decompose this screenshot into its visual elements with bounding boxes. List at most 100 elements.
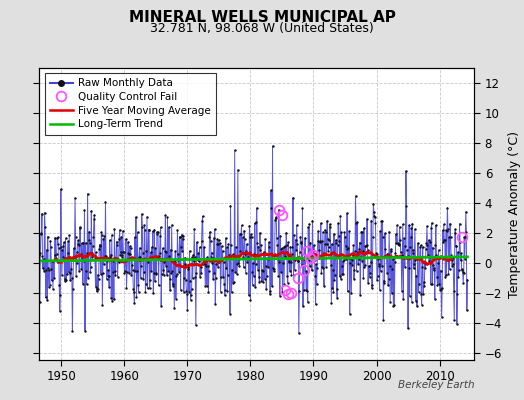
Point	[305, 263, 314, 269]
Point	[96, 270, 105, 277]
Point	[434, 247, 443, 253]
Point	[447, 257, 456, 263]
Point	[377, 218, 386, 224]
Point	[418, 264, 427, 270]
Point	[121, 258, 129, 264]
Point	[286, 268, 294, 274]
Point	[328, 285, 336, 291]
Point	[205, 234, 214, 240]
Point	[245, 222, 254, 229]
Point	[70, 245, 78, 252]
Point	[135, 254, 143, 260]
Point	[462, 208, 470, 215]
Point	[78, 254, 86, 260]
Point	[160, 272, 168, 278]
Point	[339, 258, 347, 264]
Point	[201, 283, 210, 290]
Point	[113, 242, 121, 248]
Point	[157, 224, 165, 231]
Point	[202, 257, 210, 264]
Point	[300, 252, 309, 259]
Point	[255, 274, 263, 280]
Point	[446, 234, 455, 240]
Point	[64, 268, 73, 275]
Point	[169, 283, 178, 290]
Point	[285, 258, 293, 264]
Point	[307, 250, 315, 256]
Point	[361, 262, 369, 269]
Point	[36, 250, 45, 256]
Point	[162, 262, 170, 269]
Point	[411, 256, 420, 263]
Point	[282, 242, 291, 248]
Point	[36, 299, 44, 306]
Point	[155, 282, 163, 288]
Point	[436, 286, 444, 293]
Point	[259, 279, 267, 285]
Point	[430, 267, 438, 274]
Point	[178, 232, 186, 238]
Point	[302, 288, 311, 294]
Point	[176, 234, 184, 240]
Point	[455, 220, 464, 227]
Point	[330, 230, 338, 237]
Point	[350, 276, 358, 282]
Point	[205, 268, 213, 274]
Point	[173, 270, 181, 277]
Point	[271, 217, 279, 223]
Point	[143, 285, 151, 292]
Point	[332, 236, 340, 243]
Point	[338, 271, 346, 278]
Point	[385, 276, 393, 283]
Point	[279, 260, 287, 266]
Point	[59, 254, 67, 260]
Point	[344, 254, 353, 261]
Point	[115, 236, 123, 242]
Point	[144, 259, 152, 265]
Point	[146, 285, 154, 292]
Point	[402, 202, 411, 209]
Point	[335, 273, 344, 280]
Point	[165, 224, 173, 230]
Point	[248, 282, 257, 288]
Point	[298, 205, 307, 212]
Point	[111, 272, 119, 278]
Point	[54, 244, 63, 251]
Point	[373, 276, 381, 283]
Point	[439, 239, 447, 245]
Point	[426, 238, 434, 245]
Point	[188, 254, 196, 261]
Point	[313, 264, 321, 271]
Point	[99, 236, 107, 242]
Point	[356, 254, 365, 260]
Point	[185, 288, 193, 295]
Point	[163, 272, 171, 278]
Point	[68, 328, 77, 334]
Point	[123, 269, 131, 275]
Point	[252, 260, 260, 267]
Point	[95, 242, 104, 248]
Point	[152, 271, 160, 278]
Point	[71, 234, 80, 240]
Point	[365, 263, 374, 270]
Point	[135, 245, 144, 251]
Point	[187, 297, 195, 304]
Point	[365, 263, 373, 269]
Point	[204, 263, 212, 270]
Point	[87, 208, 95, 214]
Point	[180, 288, 188, 295]
Point	[224, 272, 232, 278]
Point	[60, 276, 69, 282]
Point	[77, 251, 85, 258]
Point	[100, 233, 108, 240]
Point	[258, 268, 267, 274]
Point	[393, 222, 401, 228]
Point	[453, 290, 462, 297]
Point	[260, 276, 269, 282]
Point	[221, 287, 230, 294]
Point	[229, 251, 237, 258]
Point	[432, 222, 440, 228]
Point	[265, 239, 273, 246]
Point	[349, 242, 357, 248]
Point	[251, 284, 259, 290]
